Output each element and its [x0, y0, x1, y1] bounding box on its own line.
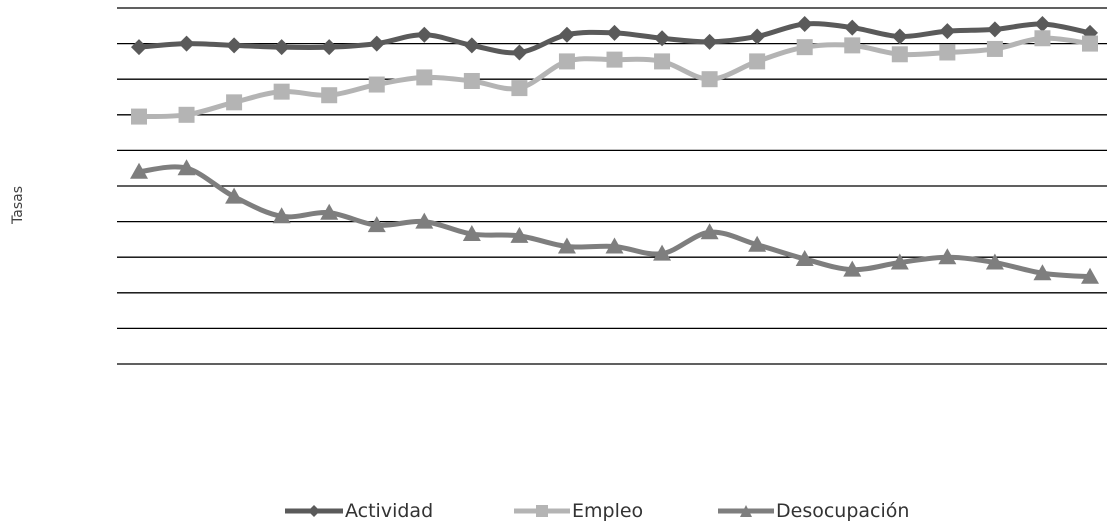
data-point-desocupacion: [985, 253, 1004, 270]
gridlines: [117, 7, 1107, 365]
data-point-empleo: [226, 94, 243, 111]
data-point-actividad: [131, 39, 147, 56]
legend-label-desocupacion: Desocupación: [776, 500, 910, 522]
data-point-empleo: [273, 83, 290, 100]
data-point-actividad: [891, 28, 908, 45]
data-point-actividad: [463, 37, 480, 54]
data-point-actividad: [844, 19, 861, 36]
series-group: [130, 16, 1099, 284]
data-point-empleo: [939, 44, 956, 61]
data-point-empleo: [701, 71, 718, 88]
data-point-actividad: [606, 24, 623, 41]
data-point-empleo: [844, 37, 861, 54]
data-point-desocupacion: [748, 235, 767, 252]
data-point-actividad: [416, 26, 433, 43]
y-axis-label: Tasas: [10, 186, 26, 224]
data-point-desocupacion: [1081, 267, 1099, 284]
data-point-empleo: [368, 76, 385, 93]
data-point-actividad: [511, 44, 528, 61]
data-point-desocupacion: [557, 237, 576, 254]
data-point-actividad: [701, 33, 718, 50]
data-point-actividad: [558, 26, 575, 43]
legend-item-actividad: Actividad: [285, 497, 433, 525]
legend-label-actividad: Actividad: [345, 500, 434, 522]
data-point-desocupacion: [177, 159, 196, 176]
data-point-actividad: [1034, 16, 1051, 33]
data-point-empleo: [463, 72, 480, 89]
data-point-desocupacion: [653, 244, 672, 261]
data-point-desocupacion: [272, 207, 291, 224]
legend: Actividad Empleo Desocupación: [0, 497, 1107, 525]
data-point-empleo: [891, 46, 908, 63]
data-point-desocupacion: [225, 187, 244, 204]
data-point-desocupacion: [462, 225, 481, 242]
data-point-desocupacion: [700, 223, 719, 240]
legend-marker-desocupacion: [718, 505, 774, 517]
data-point-actividad: [986, 21, 1003, 38]
data-point-empleo: [796, 39, 813, 56]
legend-item-empleo: Empleo: [514, 497, 643, 525]
data-point-empleo: [178, 106, 195, 123]
data-point-desocupacion: [367, 216, 386, 233]
data-point-actividad: [321, 39, 338, 56]
data-point-empleo: [1034, 30, 1051, 47]
data-point-empleo: [1082, 35, 1098, 52]
data-point-desocupacion: [795, 249, 814, 266]
data-point-actividad: [749, 28, 766, 45]
data-point-actividad: [939, 23, 956, 40]
legend-item-desocupacion: Desocupación: [718, 497, 909, 525]
data-point-actividad: [273, 39, 290, 56]
data-point-empleo: [749, 53, 766, 70]
data-point-desocupacion: [890, 253, 909, 270]
data-point-empleo: [986, 40, 1003, 57]
data-point-desocupacion: [1033, 264, 1052, 281]
data-point-desocupacion: [938, 248, 957, 265]
data-point-actividad: [654, 30, 671, 47]
data-point-actividad: [226, 37, 243, 54]
data-point-empleo: [131, 108, 147, 125]
data-point-desocupacion: [510, 226, 529, 243]
legend-label-empleo: Empleo: [572, 500, 644, 522]
data-point-actividad: [796, 16, 813, 33]
data-point-actividad: [368, 35, 385, 52]
data-point-empleo: [606, 51, 623, 68]
y-axis-label-container: Tasas: [8, 160, 28, 250]
data-point-desocupacion: [843, 260, 862, 277]
data-point-empleo: [321, 87, 338, 104]
data-point-actividad: [178, 35, 195, 52]
data-point-empleo: [511, 80, 528, 97]
data-point-desocupacion: [415, 212, 434, 229]
data-point-empleo: [416, 69, 433, 86]
data-point-empleo: [558, 53, 575, 70]
data-point-desocupacion: [130, 162, 148, 179]
data-point-empleo: [654, 53, 671, 70]
legend-marker-actividad: [285, 505, 343, 517]
data-point-desocupacion: [320, 203, 339, 220]
legend-marker-empleo: [514, 505, 570, 517]
data-point-desocupacion: [605, 237, 624, 254]
